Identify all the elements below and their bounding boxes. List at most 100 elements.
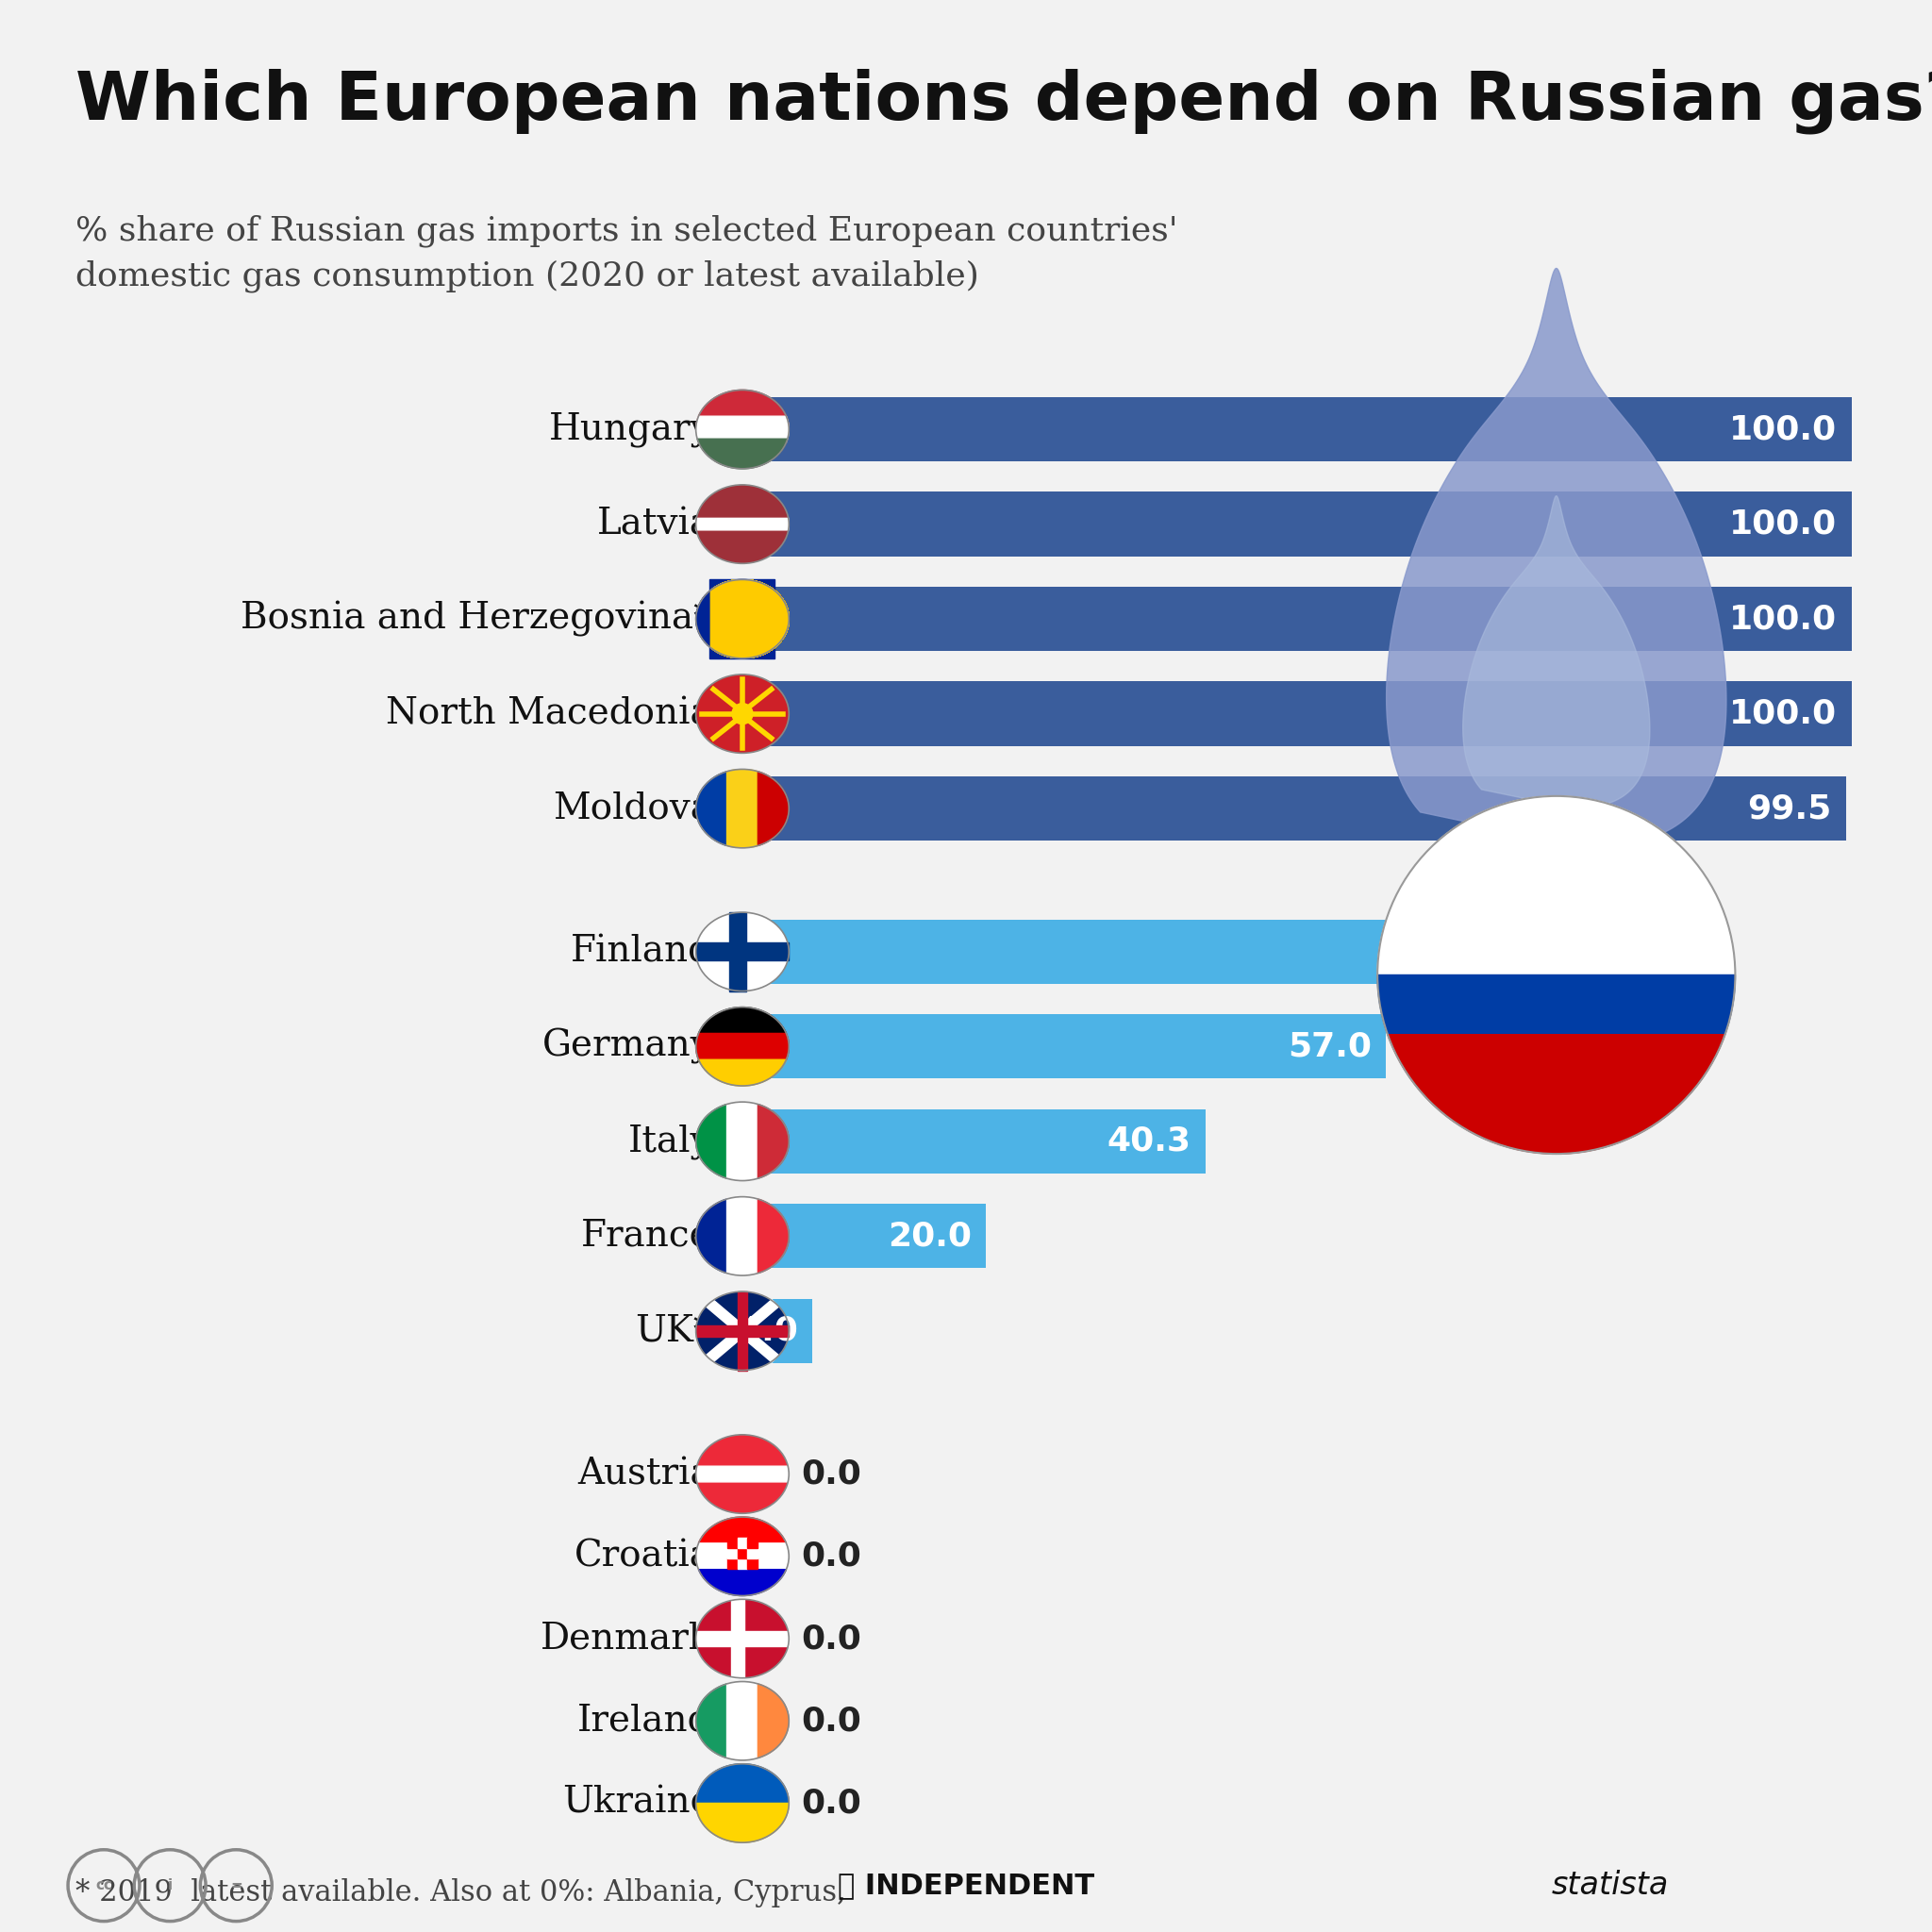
Polygon shape <box>696 1034 788 1059</box>
FancyBboxPatch shape <box>769 1204 985 1267</box>
Polygon shape <box>753 582 788 657</box>
FancyBboxPatch shape <box>769 587 1851 651</box>
Polygon shape <box>696 1325 788 1337</box>
Polygon shape <box>757 1200 788 1273</box>
Text: 0.0: 0.0 <box>802 1787 862 1820</box>
Polygon shape <box>726 1683 757 1760</box>
Polygon shape <box>730 580 788 657</box>
Polygon shape <box>699 1569 786 1596</box>
Ellipse shape <box>696 580 788 659</box>
Polygon shape <box>744 580 788 657</box>
Polygon shape <box>696 1105 726 1179</box>
Text: Ukraine: Ukraine <box>562 1785 713 1820</box>
Polygon shape <box>757 582 788 655</box>
Bar <box>726 1548 738 1559</box>
Polygon shape <box>696 1466 788 1482</box>
Polygon shape <box>755 582 788 657</box>
Polygon shape <box>738 580 788 657</box>
Polygon shape <box>765 585 788 653</box>
Polygon shape <box>767 585 788 651</box>
Polygon shape <box>740 580 788 657</box>
FancyBboxPatch shape <box>769 1109 1206 1173</box>
FancyBboxPatch shape <box>769 777 1847 840</box>
Text: 4.0: 4.0 <box>738 1316 798 1347</box>
Text: Finland: Finland <box>570 935 713 970</box>
Polygon shape <box>734 580 788 657</box>
Polygon shape <box>715 580 788 657</box>
Polygon shape <box>752 582 788 657</box>
Ellipse shape <box>696 1293 788 1370</box>
Polygon shape <box>696 1803 788 1843</box>
FancyBboxPatch shape <box>769 682 1851 746</box>
Polygon shape <box>726 1198 757 1275</box>
Polygon shape <box>699 1059 786 1086</box>
Polygon shape <box>713 580 788 657</box>
Polygon shape <box>757 1105 788 1179</box>
Text: UK*: UK* <box>636 1314 713 1349</box>
Polygon shape <box>726 580 788 657</box>
Polygon shape <box>705 1300 779 1362</box>
FancyBboxPatch shape <box>769 493 1851 556</box>
Polygon shape <box>728 580 788 657</box>
Polygon shape <box>721 580 788 657</box>
Polygon shape <box>696 773 726 846</box>
Polygon shape <box>721 580 788 657</box>
Polygon shape <box>709 580 775 659</box>
Polygon shape <box>717 580 788 657</box>
Polygon shape <box>748 580 788 657</box>
Polygon shape <box>775 591 788 647</box>
Polygon shape <box>1387 269 1727 844</box>
Text: Germany: Germany <box>543 1028 713 1065</box>
Polygon shape <box>765 583 788 653</box>
Polygon shape <box>757 1685 788 1758</box>
Text: * 2019  latest available. Also at 0%: Albania, Cyprus,: * 2019 latest available. Also at 0%: Alb… <box>75 1878 846 1907</box>
Polygon shape <box>726 1103 757 1180</box>
Text: 57.0: 57.0 <box>1289 1030 1372 1063</box>
Text: France: France <box>582 1219 713 1254</box>
Polygon shape <box>696 1200 726 1273</box>
Polygon shape <box>761 583 788 655</box>
FancyBboxPatch shape <box>769 920 1495 983</box>
Polygon shape <box>730 1600 744 1679</box>
Polygon shape <box>1505 840 1607 891</box>
Ellipse shape <box>696 580 788 659</box>
Polygon shape <box>696 1544 788 1569</box>
Polygon shape <box>726 769 757 848</box>
Text: Croatia: Croatia <box>574 1540 713 1575</box>
Polygon shape <box>755 582 788 657</box>
Polygon shape <box>773 589 788 647</box>
Polygon shape <box>699 1007 786 1034</box>
Polygon shape <box>696 1685 726 1758</box>
Polygon shape <box>723 580 788 657</box>
Bar <box>748 1559 757 1569</box>
Text: North Macedonia: North Macedonia <box>386 696 713 730</box>
Polygon shape <box>752 582 788 657</box>
Polygon shape <box>730 580 788 657</box>
Polygon shape <box>719 580 788 657</box>
Text: =: = <box>230 1878 242 1893</box>
Bar <box>748 1548 757 1559</box>
Polygon shape <box>738 1293 748 1370</box>
Polygon shape <box>736 580 788 657</box>
Ellipse shape <box>732 703 753 724</box>
Polygon shape <box>736 580 788 657</box>
Polygon shape <box>730 912 746 991</box>
Polygon shape <box>763 583 788 655</box>
Polygon shape <box>721 580 788 657</box>
Polygon shape <box>734 580 788 657</box>
Polygon shape <box>765 585 788 653</box>
Polygon shape <box>757 582 788 657</box>
Text: 40.3: 40.3 <box>1107 1124 1190 1157</box>
Polygon shape <box>732 580 788 657</box>
Polygon shape <box>771 587 788 651</box>
Polygon shape <box>696 390 788 429</box>
Polygon shape <box>750 580 788 657</box>
Polygon shape <box>773 589 788 649</box>
Polygon shape <box>757 773 788 846</box>
Text: 0.0: 0.0 <box>802 1623 862 1654</box>
Polygon shape <box>717 580 788 657</box>
Polygon shape <box>715 580 788 657</box>
Polygon shape <box>1387 1034 1725 1153</box>
Polygon shape <box>715 580 788 657</box>
Text: 67.1: 67.1 <box>1397 935 1482 968</box>
